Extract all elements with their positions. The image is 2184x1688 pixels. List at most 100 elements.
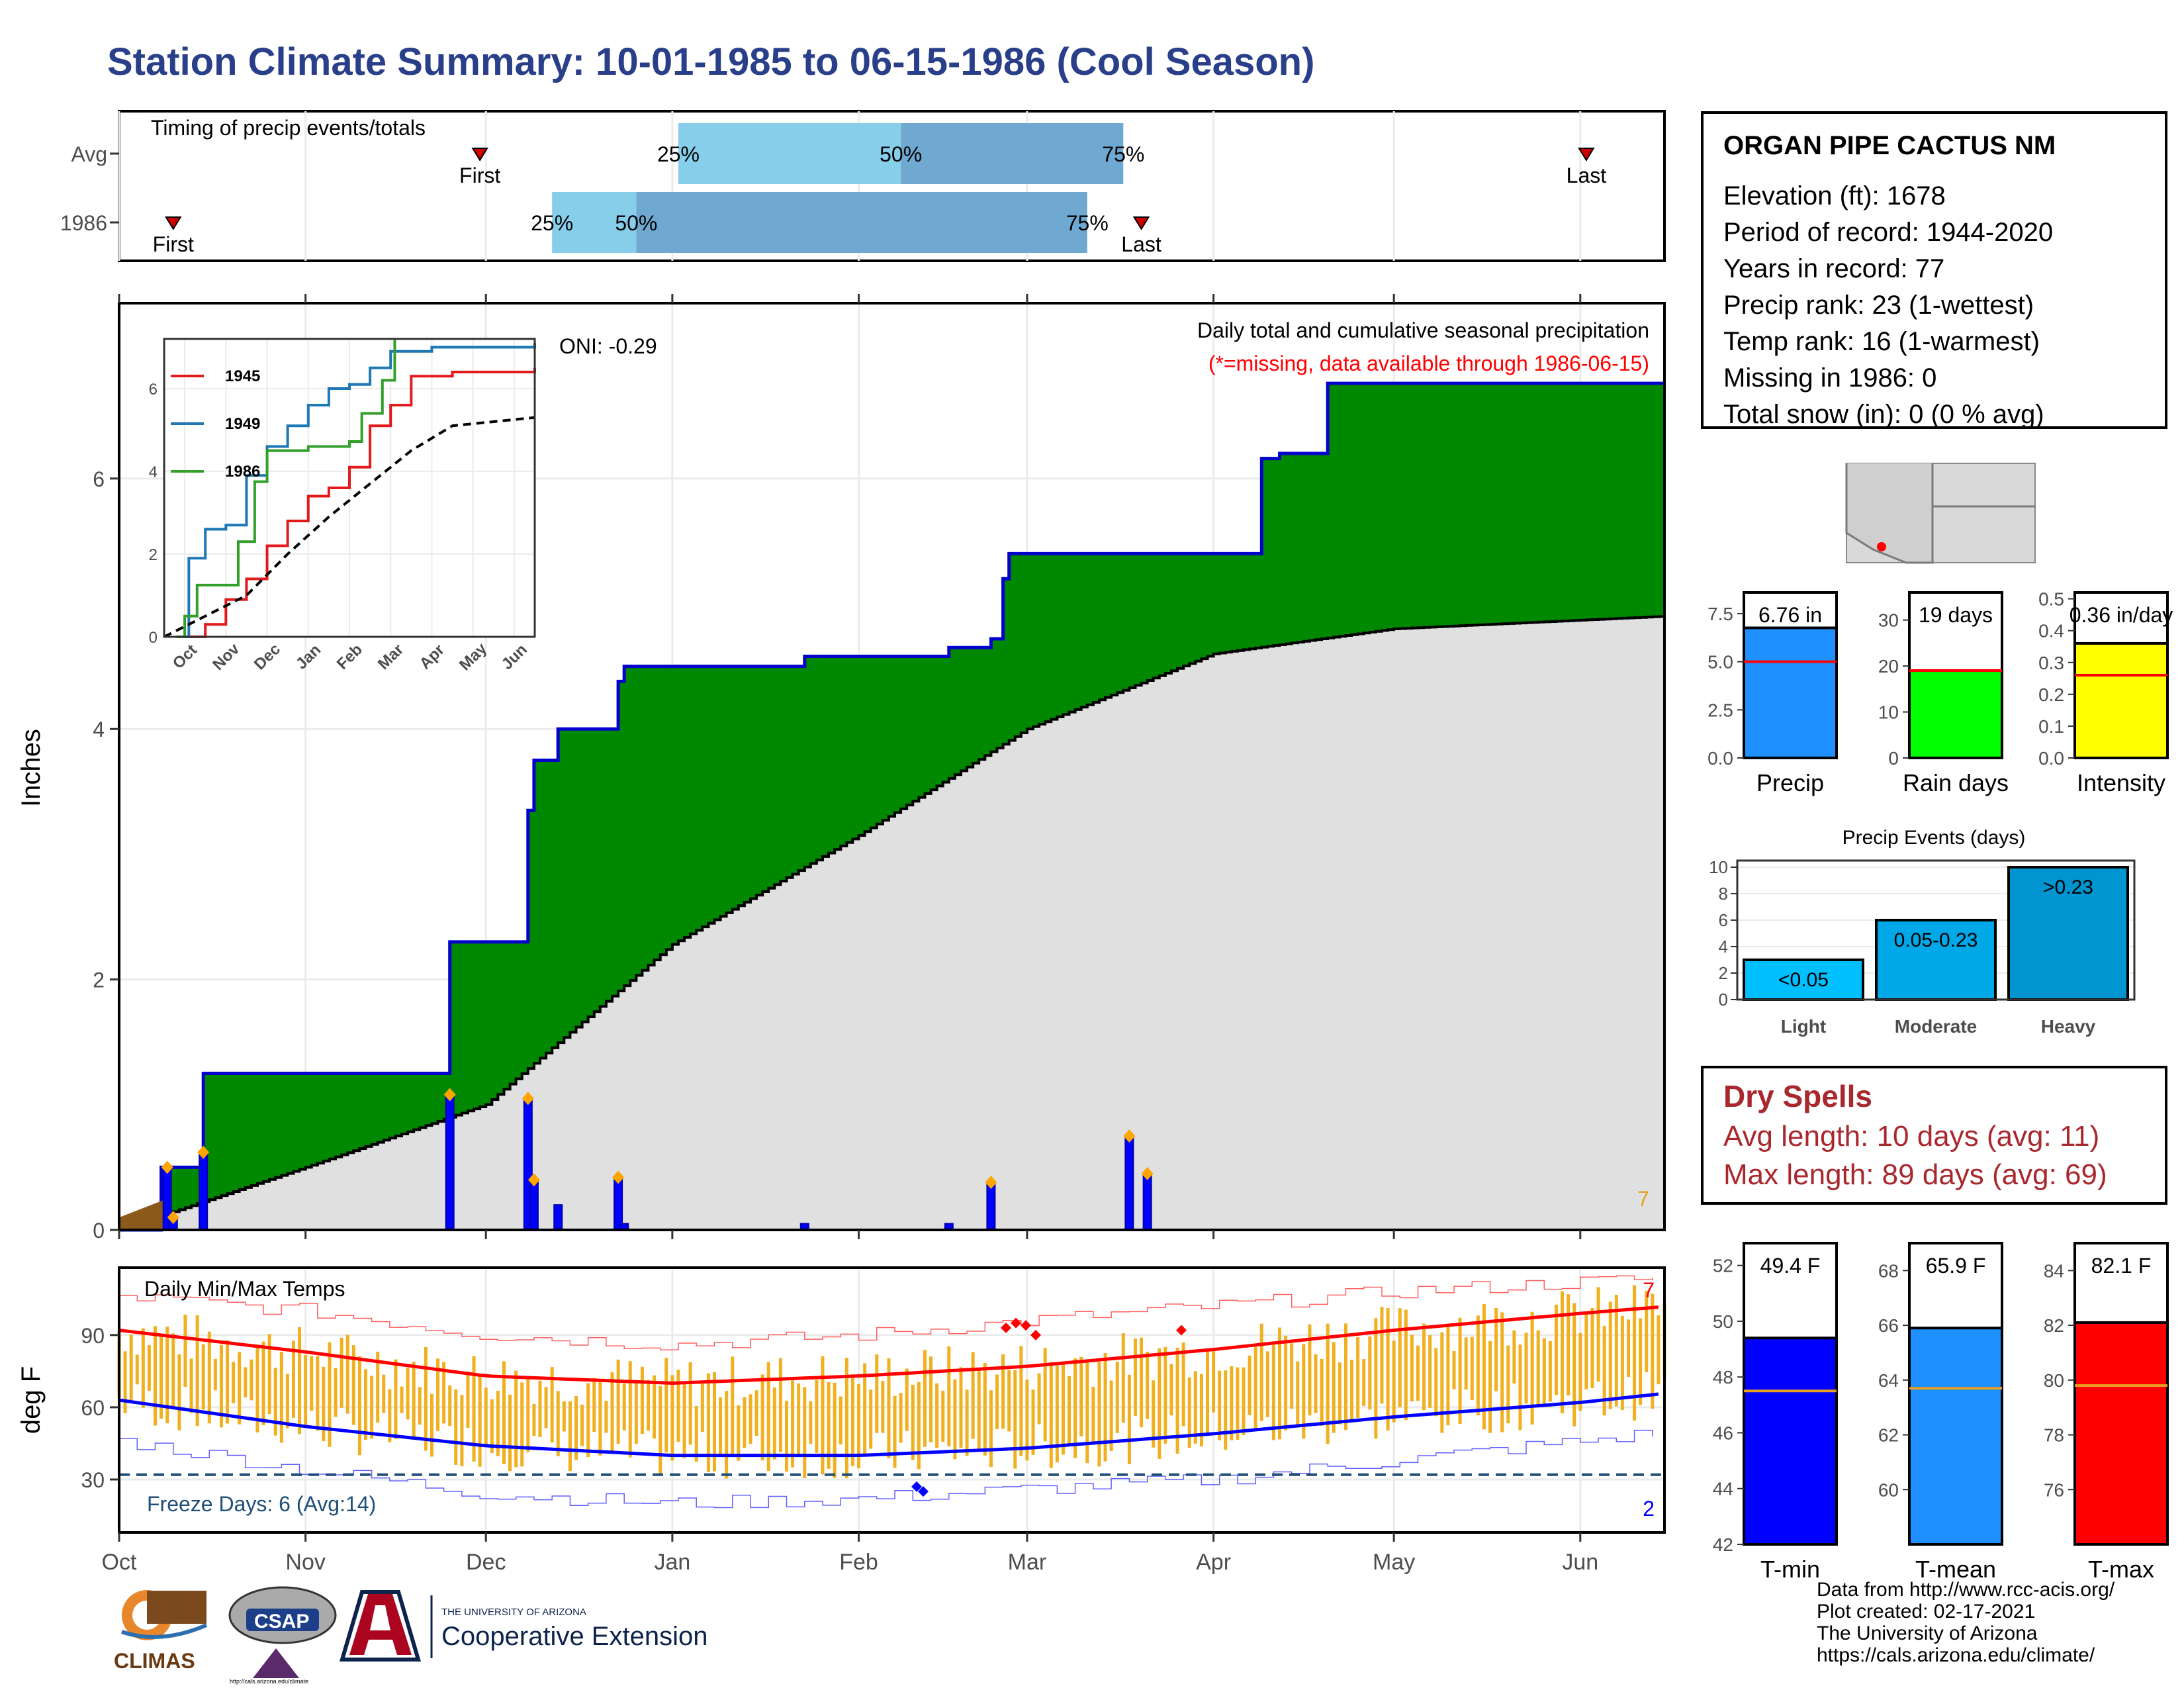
temp-daily-bar xyxy=(760,1374,764,1461)
temp-daily-bar xyxy=(310,1356,314,1411)
temp-daily-bar xyxy=(1590,1308,1594,1388)
temp-daily-bar xyxy=(1584,1312,1588,1389)
timing-last-label: Last xyxy=(1567,164,1607,187)
temp-daily-bar xyxy=(279,1352,283,1443)
normal-precip-area xyxy=(119,616,1664,1230)
footer-line: The University of Arizona xyxy=(1817,1622,2038,1644)
temp-daily-bar xyxy=(1109,1380,1113,1452)
temp-daily-bar xyxy=(719,1397,723,1454)
temp-daily-bar xyxy=(647,1380,651,1431)
temp-daily-bar xyxy=(610,1372,614,1453)
temp-daily-bar xyxy=(340,1337,343,1408)
temp-daily-bar xyxy=(833,1382,837,1478)
temp-daily-bar xyxy=(737,1405,741,1461)
temp-daily-bar xyxy=(1320,1358,1324,1427)
ua-logo: THE UNIVERSITY OF ARIZONA Cooperative Ex… xyxy=(339,1590,707,1662)
precip-summary-1-ytick-label: 20 xyxy=(1878,656,1899,677)
temp-daily-bar xyxy=(1524,1333,1528,1404)
temp-daily-bar xyxy=(935,1383,939,1448)
temp-daily-bar xyxy=(1236,1367,1240,1440)
temp-daily-bar xyxy=(1146,1352,1150,1419)
ua-top-text: THE UNIVERSITY OF ARIZONA xyxy=(441,1607,586,1618)
temp-daily-bar xyxy=(1639,1318,1643,1405)
temp-daily-bar xyxy=(1175,1347,1179,1454)
precip-ytick-label: 0 xyxy=(93,1219,105,1243)
temp-daily-bar xyxy=(995,1374,999,1429)
page-title: Station Climate Summary: 10-01-1985 to 0… xyxy=(107,40,1315,83)
temp-daily-bar xyxy=(1350,1360,1354,1421)
station-info-panel: ORGAN PIPE CACTUS NM Elevation (ft): 167… xyxy=(1701,111,2167,429)
temp-daily-bar xyxy=(171,1333,175,1409)
temp-daily-bar xyxy=(376,1351,380,1423)
temp-daily-bar xyxy=(1343,1323,1347,1430)
inset-frame xyxy=(163,338,536,638)
timing-p25-label: 25% xyxy=(531,211,573,235)
temp-daily-bar xyxy=(1458,1317,1462,1425)
temp-daily-bar xyxy=(850,1374,854,1466)
precip-summary-0-category-label: Precip xyxy=(1756,769,1824,796)
daily-max-marker xyxy=(612,1170,625,1184)
record-high-marker xyxy=(1001,1322,1011,1333)
temp-daily-bar xyxy=(1097,1362,1101,1467)
temp-daily-bar xyxy=(219,1344,223,1428)
temp-daily-bar xyxy=(688,1362,692,1445)
temp-daily-bar xyxy=(953,1379,957,1460)
temp-summary-0-bar xyxy=(1743,1336,1838,1546)
temp-summary-2-ytick-label: 76 xyxy=(2044,1479,2064,1500)
precip-summary-1-ytick-label: 10 xyxy=(1878,702,1899,723)
daily-precip-bar xyxy=(199,1151,208,1231)
events-bar xyxy=(2007,866,2129,1001)
daily-precip-bar xyxy=(986,1182,996,1231)
temp-daily-bar xyxy=(526,1378,530,1452)
temp-daily-bar xyxy=(388,1389,392,1442)
temp-daily-bar xyxy=(1284,1335,1288,1430)
events-ytick-label: 4 xyxy=(1719,937,1728,957)
dry-spells-title: Dry Spells xyxy=(1723,1079,1872,1113)
temp-daily-bar xyxy=(983,1362,987,1456)
daily-max-marker xyxy=(522,1092,534,1105)
temp-daily-bar xyxy=(165,1327,169,1424)
temp-daily-bar xyxy=(1218,1370,1222,1440)
inset-ytick-label: 0 xyxy=(149,629,158,647)
temp-daily-bar xyxy=(159,1335,163,1419)
temp-daily-bar xyxy=(1061,1364,1065,1455)
temp-daily-bar xyxy=(803,1387,807,1478)
precip-summary-0-value-label: 6.76 in xyxy=(1758,603,1822,627)
temp-daily-bar xyxy=(706,1373,710,1472)
station-elevation: Elevation (ft): 1678 xyxy=(1723,181,1946,211)
temp-daily-bar xyxy=(1079,1356,1083,1436)
temp-daily-bar xyxy=(971,1352,975,1439)
temp-daily-bar xyxy=(1651,1293,1655,1409)
logos: CLIMAS CSAP http://cals.arizona.edu/clim… xyxy=(114,1586,707,1685)
temp-daily-bar xyxy=(1362,1359,1366,1406)
precip-summary-2-value-label: 0.36 in/day xyxy=(2070,603,2173,627)
timing-p25-label: 25% xyxy=(657,142,700,166)
temp-daily-bar xyxy=(273,1368,277,1436)
temp-summary-0-ytick-label: 46 xyxy=(1713,1423,1733,1443)
temp-daily-bar xyxy=(1404,1309,1408,1421)
temp-daily-bar xyxy=(881,1380,885,1433)
temp-daily-bar xyxy=(460,1395,464,1467)
temp-daily-bar xyxy=(430,1393,433,1457)
temp-daily-bar xyxy=(616,1359,620,1444)
inset-legend-label: 1945 xyxy=(225,367,260,385)
temp-daily-bar xyxy=(772,1387,776,1460)
month-label: Feb xyxy=(839,1550,878,1575)
temp-daily-bar xyxy=(285,1374,289,1429)
temp-daily-bar xyxy=(502,1361,506,1464)
temp-summary-2-ytick-label: 82 xyxy=(2044,1315,2064,1336)
temp-daily-bar xyxy=(394,1359,398,1439)
precip-summary-0-ytick-label: 0.0 xyxy=(1707,748,1733,769)
footer-line: Data from http://www.rcc-acis.org/ xyxy=(1817,1579,2115,1601)
temp-daily-bar xyxy=(743,1397,747,1448)
temp-daily-bar xyxy=(1608,1301,1612,1409)
month-label: Nov xyxy=(285,1550,325,1575)
timing-title: Timing of precip events/totals xyxy=(151,116,426,140)
temp-daily-bar xyxy=(1422,1323,1426,1411)
temp-daily-bar xyxy=(1205,1350,1209,1433)
temp-daily-bar xyxy=(682,1382,686,1458)
temp-daily-bar xyxy=(923,1350,927,1447)
record-high-marker xyxy=(1021,1320,1031,1331)
temp-daily-bar xyxy=(304,1355,308,1427)
daily-max-marker xyxy=(1141,1166,1154,1180)
